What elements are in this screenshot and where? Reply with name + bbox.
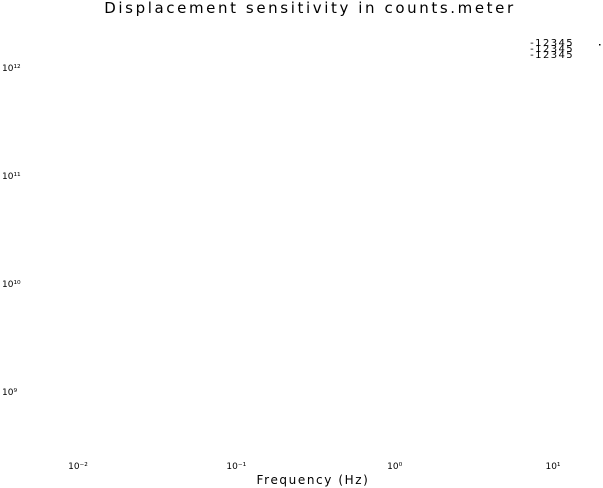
x-axis-ticks: 10⁻² 10⁻¹ 10⁰ 10¹ xyxy=(68,462,561,472)
legend: -12345-12345-12345 xyxy=(530,38,601,61)
x-tick-label: 10⁰ xyxy=(387,462,402,472)
x-tick-label: 10⁻² xyxy=(68,462,88,472)
y-tick-label: 10¹² xyxy=(2,64,21,74)
legend-entry: -12345 xyxy=(530,44,574,55)
legend-entry: -12345 xyxy=(530,50,574,61)
y-axis-ticks: 10⁹ 10¹⁰ 10¹¹ 10¹² xyxy=(2,64,21,398)
legend-marker xyxy=(599,44,601,46)
x-tick-label: 10¹ xyxy=(545,462,560,472)
x-axis-label: Frequency (Hz) xyxy=(257,473,370,487)
legend-entry: -12345 xyxy=(530,38,574,49)
y-tick-label: 10⁹ xyxy=(2,388,17,398)
chart-title: Displacement sensitivity in counts.meter xyxy=(104,0,516,17)
y-tick-label: 10¹¹ xyxy=(2,172,21,182)
x-tick-label: 10⁻¹ xyxy=(226,462,246,472)
y-tick-label: 10¹⁰ xyxy=(2,280,21,290)
